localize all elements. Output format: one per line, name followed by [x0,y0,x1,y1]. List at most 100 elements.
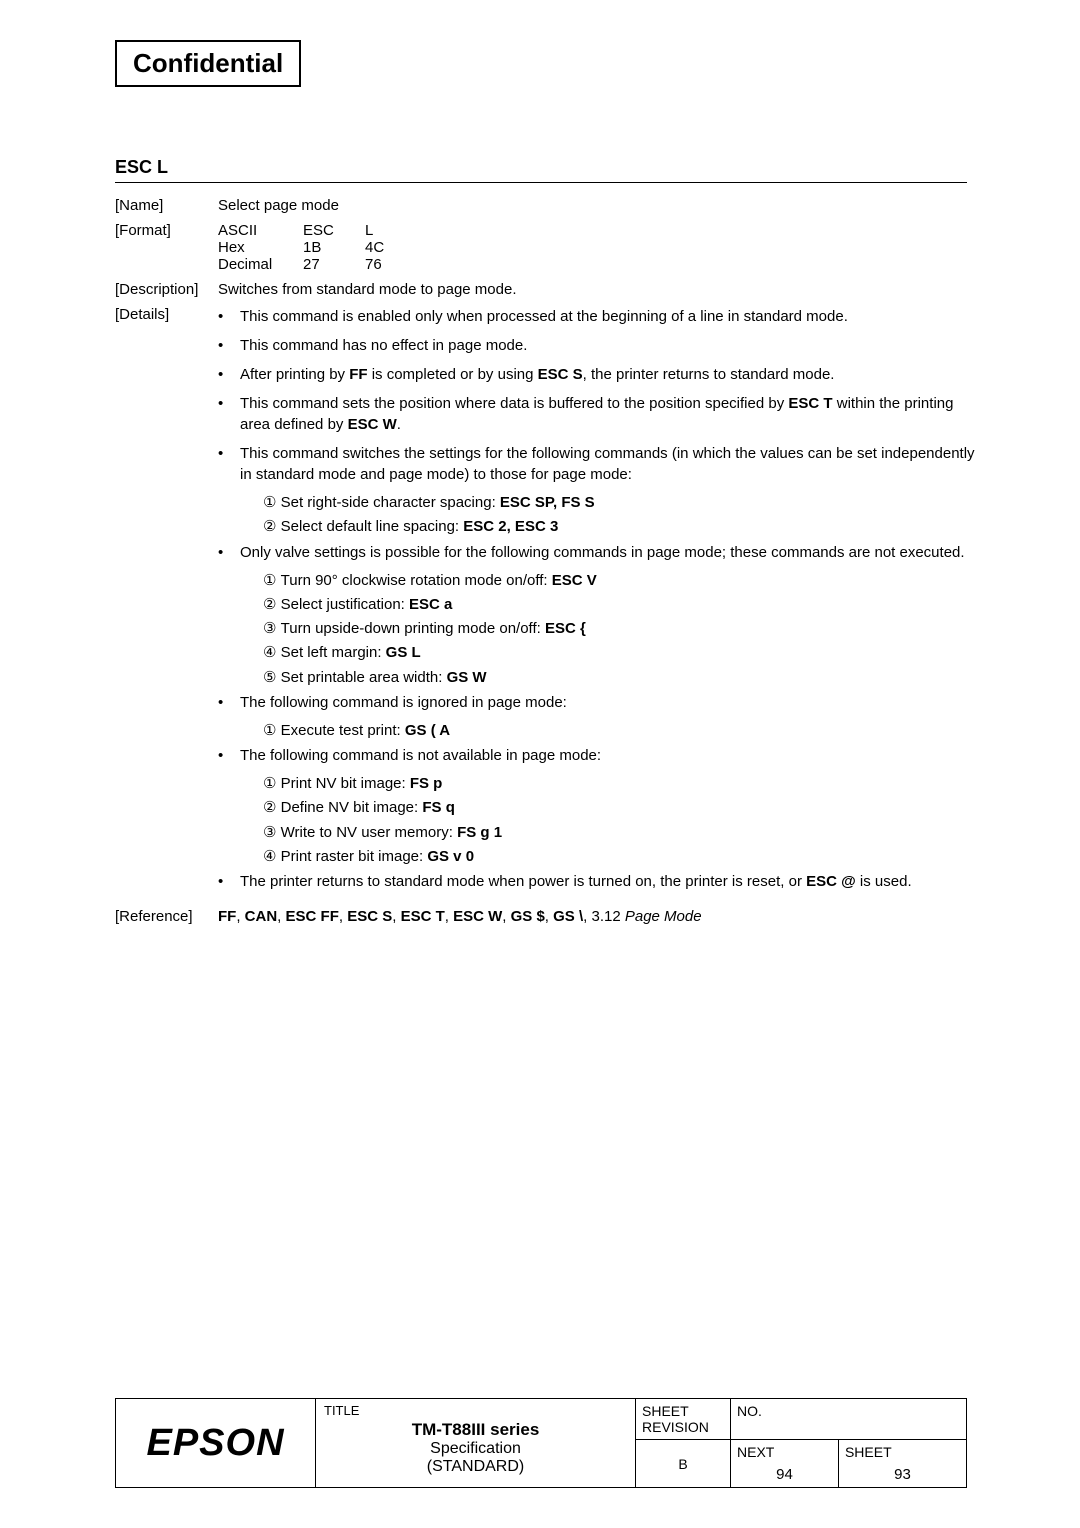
reference-value: FF, CAN, ESC FF, ESC S, ESC T, ESC W, GS… [218,908,980,925]
details-content: •This command is enabled only when proce… [218,306,980,900]
bullet-item: •This command switches the settings for … [218,443,980,485]
bullet-item: •This command has no effect in page mode… [218,335,980,356]
text-part: GS L [386,644,421,661]
sub-item: ① Print NV bit image: FS p [263,774,980,794]
bullet-text: This command sets the position where dat… [240,393,980,435]
sheet-rev-1: SHEET [642,1403,724,1419]
confidential-text: Confidential [133,48,283,78]
footer-title-label: TITLE [324,1403,627,1418]
bullet-text: The following command is ignored in page… [240,692,980,713]
bullet-marker: • [218,443,240,485]
description-section: [Description] Switches from standard mod… [115,281,980,298]
bullet-marker: • [218,542,240,563]
text-part: GS v 0 [427,848,474,865]
footer-title-sub2: (STANDARD) [324,1458,627,1476]
sub-item: ① Turn 90° clockwise rotation mode on/of… [263,571,980,591]
sub-item: ② Define NV bit image: FS q [263,798,980,818]
format-cell: Decimal [218,256,303,273]
title-underline [115,182,967,183]
bullet-text: This command is enabled only when proces… [240,306,980,327]
circle-number: ① [263,572,281,589]
circle-number: ② [263,596,281,613]
format-cell: 1B [303,239,365,256]
bullet-item: •The following command is not available … [218,745,980,766]
format-cell: 4C [365,239,415,256]
text-part: FF [218,908,236,925]
details-section: [Details] •This command is enabled only … [115,306,980,900]
circle-number: ① [263,494,281,511]
text-part: ESC @ [806,873,856,890]
sub-item: ③ Write to NV user memory: FS g 1 [263,823,980,843]
bullet-marker: • [218,393,240,435]
circle-number: ⑤ [263,669,281,686]
text-part: CAN [245,908,278,925]
text-part: , [236,908,244,925]
text-part: Print NV bit image: [281,775,410,792]
bullet-text: This command switches the settings for t… [240,443,980,485]
sheet-label: SHEET [845,1444,960,1460]
details-label: [Details] [115,306,218,323]
text-part: Define NV bit image: [281,799,423,816]
sub-item: ① Execute test print: GS ( A [263,721,980,741]
text-part: FS p [410,775,443,792]
footer-table: EPSON TITLE TM-T88III series Specificati… [115,1398,967,1488]
text-part: ESC SP, FS S [500,494,595,511]
text-part: , [545,908,553,925]
text-part: Write to NV user memory: [281,824,457,841]
text-part: , [277,908,285,925]
text-part: , the printer returns to standard mode. [583,366,835,383]
format-cell: L [365,222,415,239]
name-section: [Name] Select page mode [115,197,980,214]
text-part: , [502,908,510,925]
text-part: ESC W [348,416,397,433]
format-cell: ASCII [218,222,303,239]
text-part: . [397,416,401,433]
text-part: ESC T [401,908,445,925]
next-cell: NEXT 94 [731,1440,839,1488]
circle-number: ③ [263,824,281,841]
footer-title-sub1: Specification [324,1440,627,1458]
text-part: Page Mode [625,908,702,925]
sub-item: ② Select justification: ESC a [263,595,980,615]
text-part: After printing by [240,366,349,383]
text-part: is used. [856,873,912,890]
circle-number: ② [263,799,281,816]
text-part: Set right-side character spacing: [281,494,500,511]
bullet-text: After printing by FF is completed or by … [240,364,980,385]
circle-number: ④ [263,848,281,865]
circle-number: ① [263,775,281,792]
sub-item: ① Set right-side character spacing: ESC … [263,493,980,513]
text-part: , 3.12 [583,908,625,925]
format-cell: Hex [218,239,303,256]
text-part: ESC FF [286,908,339,925]
bullet-text: The printer returns to standard mode whe… [240,871,980,892]
title-main-text: TM-T88III series [412,1420,540,1439]
circle-number: ④ [263,644,281,661]
circle-number: ③ [263,620,281,637]
text-part: FS g 1 [457,824,502,841]
sheet-rev-cell: SHEET REVISION [636,1399,731,1440]
sub-item: ④ Print raster bit image: GS v 0 [263,847,980,867]
bullet-text: Only valve settings is possible for the … [240,542,980,563]
next-val: 94 [737,1460,832,1483]
bullet-marker: • [218,335,240,356]
bullet-item: •The following command is ignored in pag… [218,692,980,713]
text-part: FF [349,366,367,383]
text-part: Select default line spacing: [281,518,464,535]
bullet-item: •This command sets the position where da… [218,393,980,435]
format-section: [Format] ASCII ESC L Hex 1B 4C Decimal 2… [115,222,980,273]
text-part: Print raster bit image: [281,848,428,865]
text-part: GS \ [553,908,583,925]
bullet-marker: • [218,306,240,327]
text-part: ESC S [538,366,583,383]
text-part: Execute test print: [281,722,405,739]
text-part: GS $ [511,908,545,925]
text-part: GS W [447,669,487,686]
confidential-box: Confidential [115,40,301,87]
command-title: ESC L [115,157,980,178]
no-label: NO. [737,1403,762,1419]
text-part: Turn upside-down printing mode on/off: [281,620,545,637]
rev-b-cell: B [636,1440,731,1488]
text-part: ESC T [788,395,832,412]
sheet-cell: SHEET 93 [838,1440,966,1488]
